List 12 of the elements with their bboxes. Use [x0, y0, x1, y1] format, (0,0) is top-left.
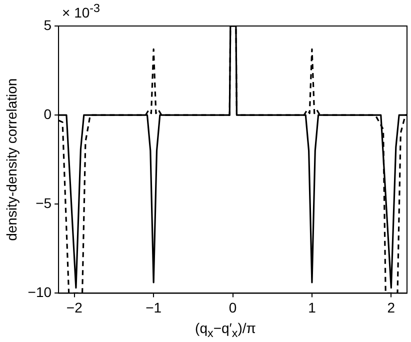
x-tick-label: −2 [66, 299, 83, 316]
x-tick-label: 1 [308, 299, 316, 316]
y-tick-label: −5 [36, 194, 52, 211]
text: × 10$^{-3}$ [62, 2, 100, 21]
y-tick-label: 5 [44, 16, 52, 33]
x-tick-label: 0 [228, 299, 237, 316]
y-tick-label: 0 [44, 106, 52, 122]
y-axis-title: density-density correlation [3, 78, 20, 241]
x-tick-label: −1 [146, 299, 162, 316]
x-axis-title: (q$_{x}$−q′$_{x}$)/π [194, 320, 257, 340]
y-tick-label: −10 [28, 284, 52, 300]
x-tick-label: 2 [387, 299, 396, 316]
